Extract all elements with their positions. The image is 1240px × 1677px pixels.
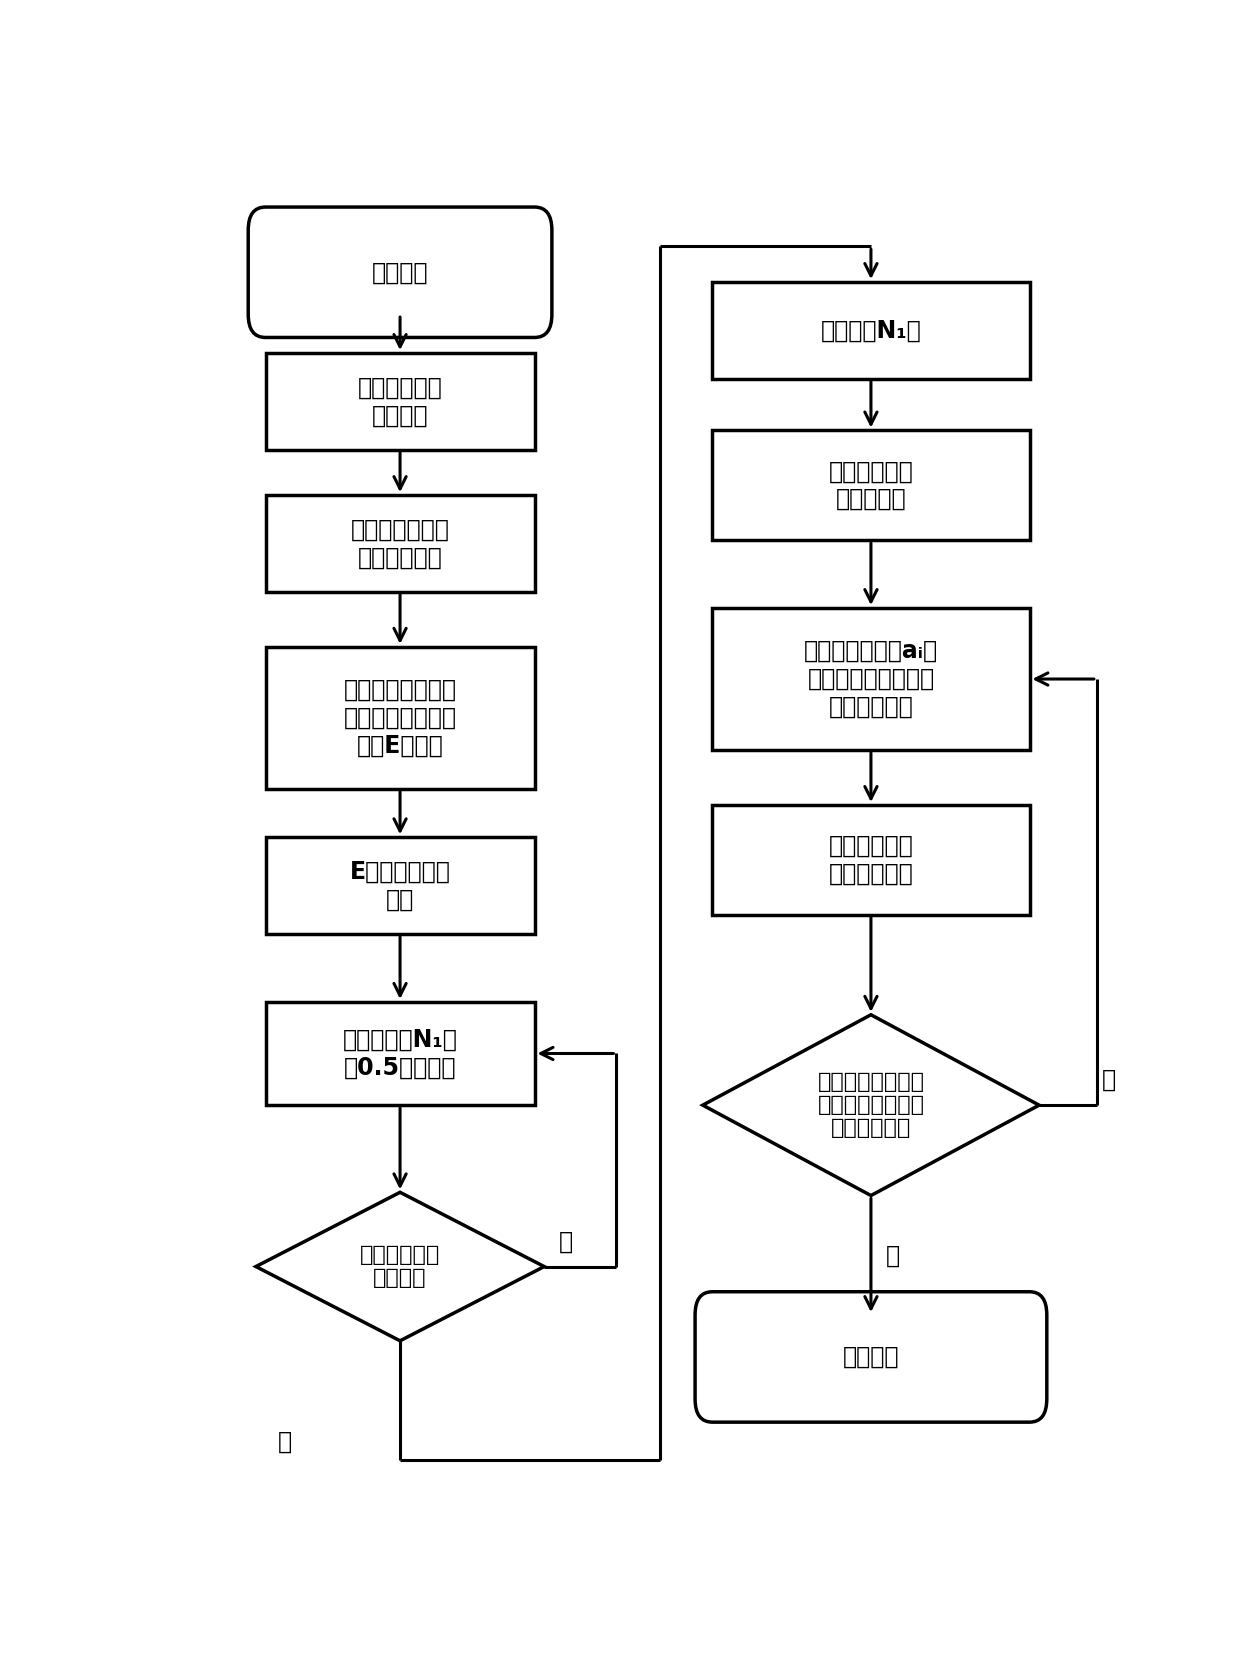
Text: 确定新叶型中
和点的位置: 确定新叶型中 和点的位置 [828,459,914,511]
Text: 观测吸力面表
面的静压分布: 观测吸力面表 面的静压分布 [828,833,914,885]
Text: 否: 否 [278,1430,291,1454]
Text: 确定最佳N₁值: 确定最佳N₁值 [821,319,921,342]
Text: 精细优化，调整aᵢ，
改变极限马赫点前叶
型的厚度分布: 精细优化，调整aᵢ， 改变极限马赫点前叶 型的厚度分布 [804,639,937,719]
Bar [265,647,534,788]
Bar [265,495,534,592]
Bar [265,1001,534,1105]
FancyBboxPatch shape [696,1291,1047,1422]
Text: 开始优化: 开始优化 [372,260,428,285]
Bar [712,431,1029,540]
Bar [712,609,1029,750]
Bar [265,837,534,934]
Text: 结束优化: 结束优化 [843,1345,899,1368]
Polygon shape [703,1015,1039,1196]
Text: 否: 否 [1101,1068,1116,1092]
Bar [712,805,1029,914]
Text: 流场数据提取和
激波噪声计算: 流场数据提取和 激波噪声计算 [351,518,449,569]
Polygon shape [255,1192,544,1342]
FancyBboxPatch shape [248,206,552,337]
Bar [712,282,1029,379]
Text: E点前叶型局部
拟合: E点前叶型局部 拟合 [350,860,450,912]
Text: 静压是否在吸力峰
后持续下降并满足
预期降噪要求: 静压是否在吸力峰 后持续下降并满足 预期降噪要求 [817,1072,925,1139]
Text: 确定原始叶型极限
特征线与吸力面交
点（E）位置: 确定原始叶型极限 特征线与吸力面交 点（E）位置 [343,678,456,758]
Text: 初步优化，N₁值
从0.5逐步增大: 初步优化，N₁值 从0.5逐步增大 [342,1028,458,1080]
Text: 激波噪声是否
继续下降: 激波噪声是否 继续下降 [360,1244,440,1288]
Text: 原始叶型流场
数值模拟: 原始叶型流场 数值模拟 [357,376,443,428]
Bar [265,352,534,449]
Text: 是: 是 [559,1229,573,1254]
Text: 是: 是 [885,1243,899,1268]
